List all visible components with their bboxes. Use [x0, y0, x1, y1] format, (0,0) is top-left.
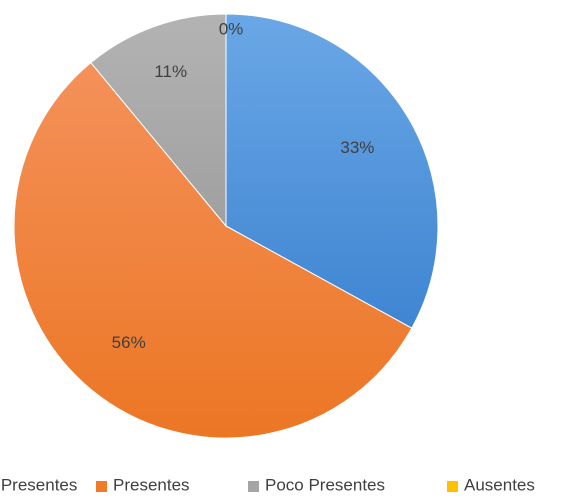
legend-swatch-ausentes: [447, 481, 458, 492]
legend-swatch-presentes: [96, 481, 107, 492]
chart-legend: Muy Presentes Presentes Poco Presentes Ause…: [0, 475, 535, 494]
pie-slice-presentes: [13, 61, 413, 439]
legend-label-ausentes: Ausentes: [464, 475, 535, 494]
pie-slice-poco-presentes: [90, 13, 227, 228]
data-label-muy-presentes: 33%: [340, 138, 374, 157]
legend-item-poco-presentes: Poco Presentes: [248, 475, 385, 494]
data-label-presentes: 56%: [112, 333, 146, 352]
pie-slices: [13, 13, 439, 439]
legend-label-poco-presentes: Poco Presentes: [265, 475, 385, 494]
pie-slice-muy-presentes: [225, 13, 439, 329]
legend-swatch-poco-presentes: [248, 481, 259, 492]
data-label-poco-presentes: 11%: [154, 62, 187, 81]
legend-label-muy-presentes: Muy Presentes: [0, 475, 77, 494]
legend-item-presentes: Presentes: [96, 475, 190, 494]
legend-label-presentes: Presentes: [113, 475, 190, 494]
legend-item-muy-presentes: Muy Presentes: [0, 475, 77, 494]
pie-data-labels: 33% 56% 11% 0%: [112, 19, 375, 352]
legend-item-ausentes: Ausentes: [447, 475, 535, 494]
data-label-ausentes: 0%: [219, 19, 244, 38]
